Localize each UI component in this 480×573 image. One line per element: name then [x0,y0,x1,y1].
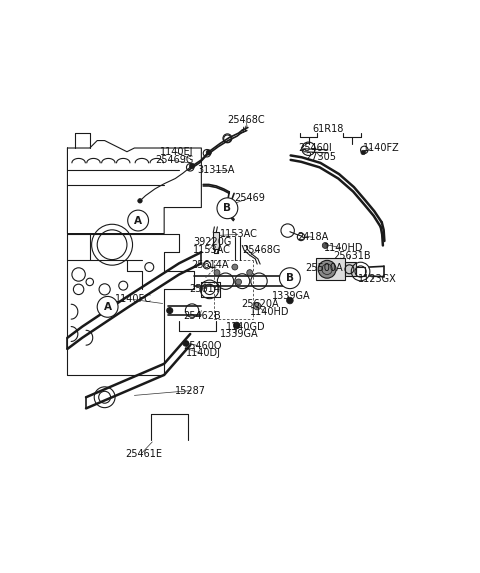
Text: 25631B: 25631B [334,251,371,261]
Circle shape [247,270,252,276]
Circle shape [138,199,142,203]
Circle shape [214,270,220,276]
Text: 1153AC: 1153AC [193,245,231,254]
Text: 25460O: 25460O [183,341,221,351]
Text: 25462B: 25462B [183,311,221,321]
Text: 27305: 27305 [305,152,336,162]
Circle shape [322,242,328,249]
Text: 1140HD: 1140HD [250,308,289,317]
Text: 25461E: 25461E [125,449,162,459]
Bar [345,262,356,276]
Text: 25500A: 25500A [305,263,343,273]
Text: 31315A: 31315A [198,166,235,175]
Circle shape [206,150,211,155]
Circle shape [233,322,240,329]
Text: 1140DJ: 1140DJ [186,348,221,358]
Text: 25469G: 25469G [155,155,193,165]
Circle shape [190,163,195,168]
Text: 25614: 25614 [190,284,220,293]
Bar [356,267,365,276]
Text: 1153AC: 1153AC [220,229,258,240]
Circle shape [287,297,293,304]
Text: 25460I: 25460I [298,143,332,153]
Circle shape [128,210,148,231]
Circle shape [361,150,365,155]
Text: 1123GX: 1123GX [358,274,396,284]
Circle shape [253,303,261,310]
Text: 1140FZ: 1140FZ [363,143,400,153]
Text: A: A [104,302,112,312]
Text: 25468C: 25468C [227,115,265,125]
Text: 25468G: 25468G [242,245,281,254]
Text: 1140FC: 1140FC [115,295,152,304]
Text: 1140GD: 1140GD [226,321,265,332]
Text: 39220G: 39220G [193,237,231,247]
Bar [213,233,219,249]
Text: 61R18: 61R18 [312,124,344,135]
Text: 25620A: 25620A [241,299,279,309]
Text: 2418A: 2418A [297,232,329,242]
Text: 25469: 25469 [234,193,265,203]
Text: 1140EJ: 1140EJ [160,147,194,157]
Text: 25614A: 25614A [191,260,228,270]
Text: A: A [134,215,142,226]
Circle shape [97,296,118,317]
Text: 1339GA: 1339GA [272,291,311,301]
Bar [316,258,345,280]
Circle shape [279,268,300,289]
Text: 1140HD: 1140HD [324,243,364,253]
Circle shape [183,340,189,346]
Circle shape [318,260,336,278]
Circle shape [236,279,241,285]
Circle shape [167,308,173,313]
Circle shape [232,264,238,270]
Text: B: B [223,203,231,213]
Text: 1339GA: 1339GA [220,329,259,339]
Text: B: B [286,273,294,283]
Text: 15287: 15287 [175,386,206,395]
Circle shape [217,198,238,219]
